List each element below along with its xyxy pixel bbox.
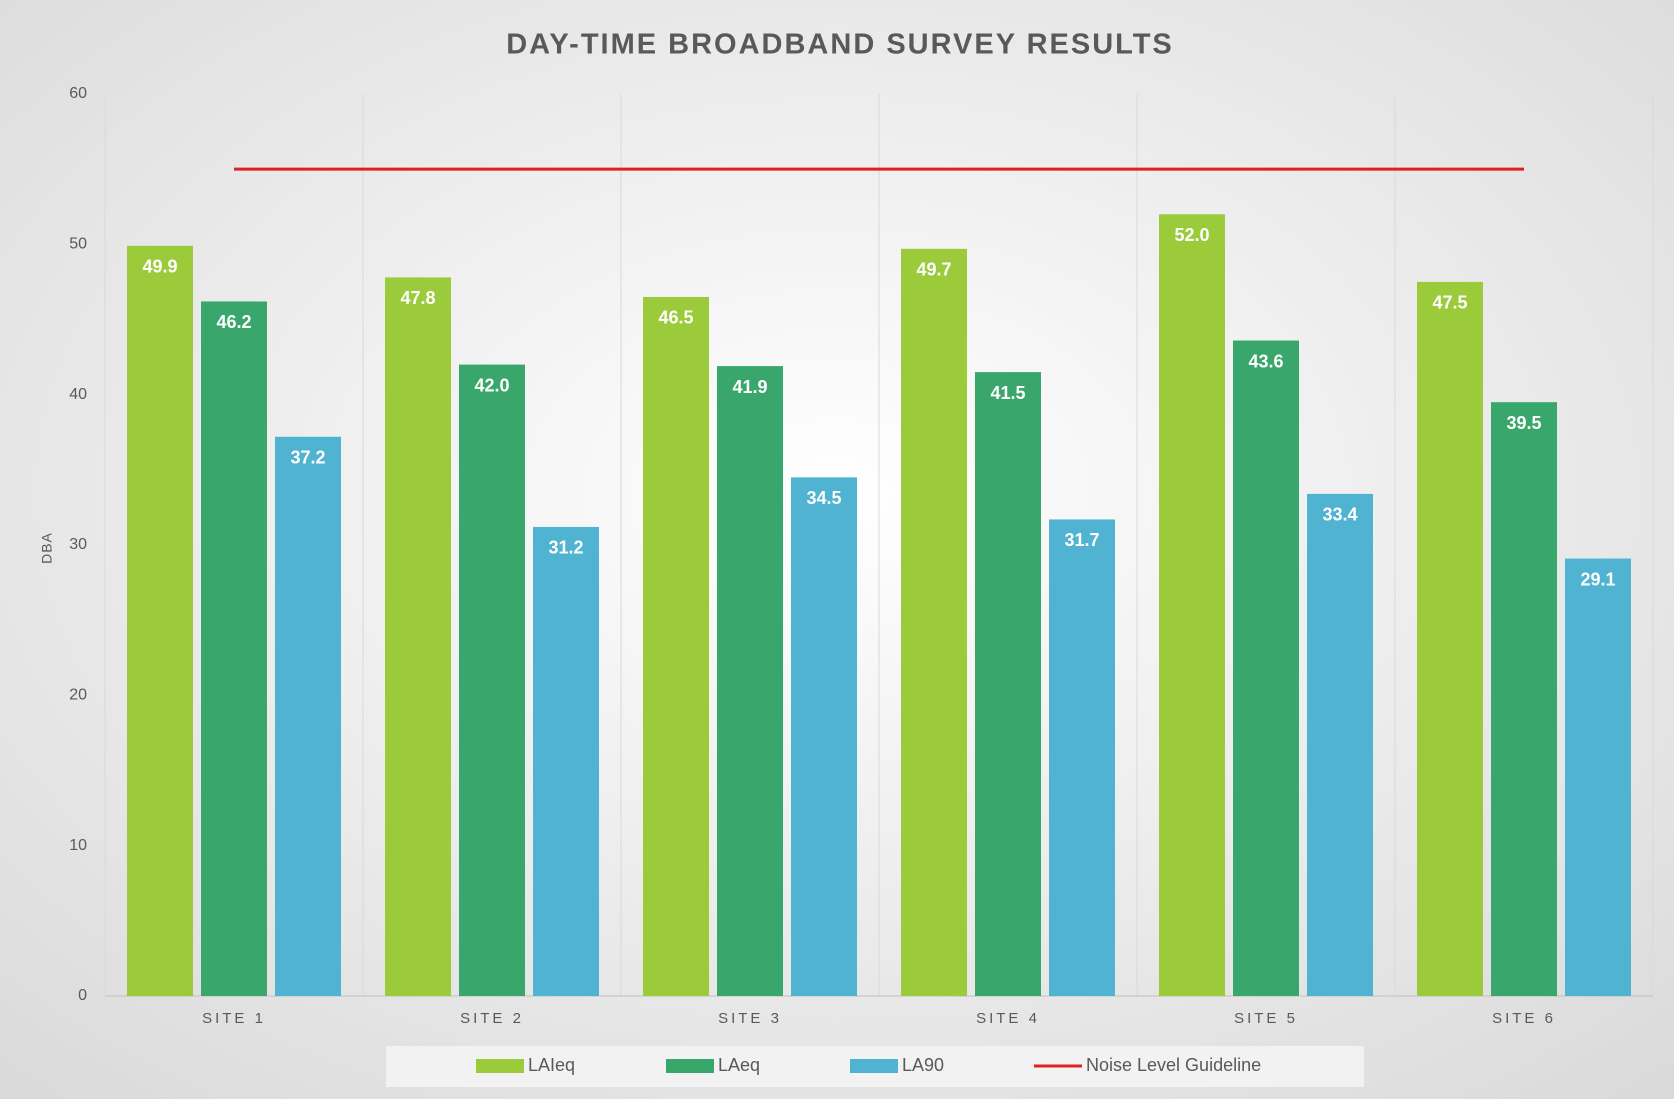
x-tick-label: SITE 3 [718, 1010, 782, 1027]
y-tick-label: 10 [69, 837, 87, 854]
bar [1307, 493, 1373, 996]
bar [1233, 340, 1299, 997]
bar [1491, 402, 1557, 996]
data-label: 29.1 [1580, 569, 1615, 589]
y-tick-label: 0 [78, 987, 87, 1004]
data-label: 34.5 [806, 488, 841, 508]
y-axis-label: DBA [39, 532, 55, 564]
data-label: 31.2 [548, 538, 583, 558]
legend-label: LAeq [718, 1055, 760, 1075]
data-label: 49.7 [916, 260, 951, 280]
bar [275, 436, 341, 996]
data-label: 31.7 [1064, 530, 1099, 550]
x-tick-label: SITE 5 [1234, 1010, 1298, 1027]
bar [975, 372, 1041, 996]
data-label: 47.5 [1432, 293, 1467, 313]
y-tick-label: 30 [69, 536, 87, 553]
data-label: 41.9 [732, 377, 767, 397]
data-label: 52.0 [1174, 225, 1209, 245]
chart-title: DAY-TIME BROADBAND SURVEY RESULTS [506, 29, 1174, 61]
y-tick-label: 20 [69, 687, 87, 704]
bar [643, 296, 709, 996]
bar [1417, 281, 1483, 997]
data-label: 37.2 [290, 448, 325, 468]
data-label: 43.6 [1248, 351, 1283, 371]
data-label: 39.5 [1506, 413, 1541, 433]
legend-symbol [476, 1059, 524, 1073]
bar [1049, 519, 1115, 996]
data-label: 33.4 [1322, 505, 1357, 525]
legend-label: Noise Level Guideline [1086, 1055, 1261, 1075]
bar [127, 245, 193, 996]
x-tick-label: SITE 4 [976, 1010, 1040, 1027]
bar [1565, 558, 1631, 996]
data-label: 42.0 [474, 375, 509, 395]
bar [1159, 214, 1225, 996]
legend-symbol [850, 1059, 898, 1073]
legend-symbol [666, 1059, 714, 1073]
x-tick-label: SITE 6 [1492, 1010, 1556, 1027]
legend-label: LAIeq [528, 1055, 575, 1075]
bar [533, 526, 599, 996]
bar [201, 301, 267, 997]
bar [717, 366, 783, 996]
legend-label: LA90 [902, 1055, 944, 1075]
data-label: 41.5 [990, 383, 1025, 403]
y-tick-label: 40 [69, 386, 87, 403]
bar [459, 364, 525, 997]
data-label: 46.2 [216, 312, 251, 332]
x-tick-label: SITE 1 [202, 1010, 266, 1027]
bar [385, 277, 451, 996]
data-label: 47.8 [400, 288, 435, 308]
data-label: 49.9 [142, 257, 177, 277]
x-tick-label: SITE 2 [460, 1010, 524, 1027]
y-tick-label: 50 [69, 236, 87, 253]
bar [791, 477, 857, 997]
bar [901, 248, 967, 997]
y-tick-label: 60 [69, 85, 87, 102]
data-label: 46.5 [658, 308, 693, 328]
